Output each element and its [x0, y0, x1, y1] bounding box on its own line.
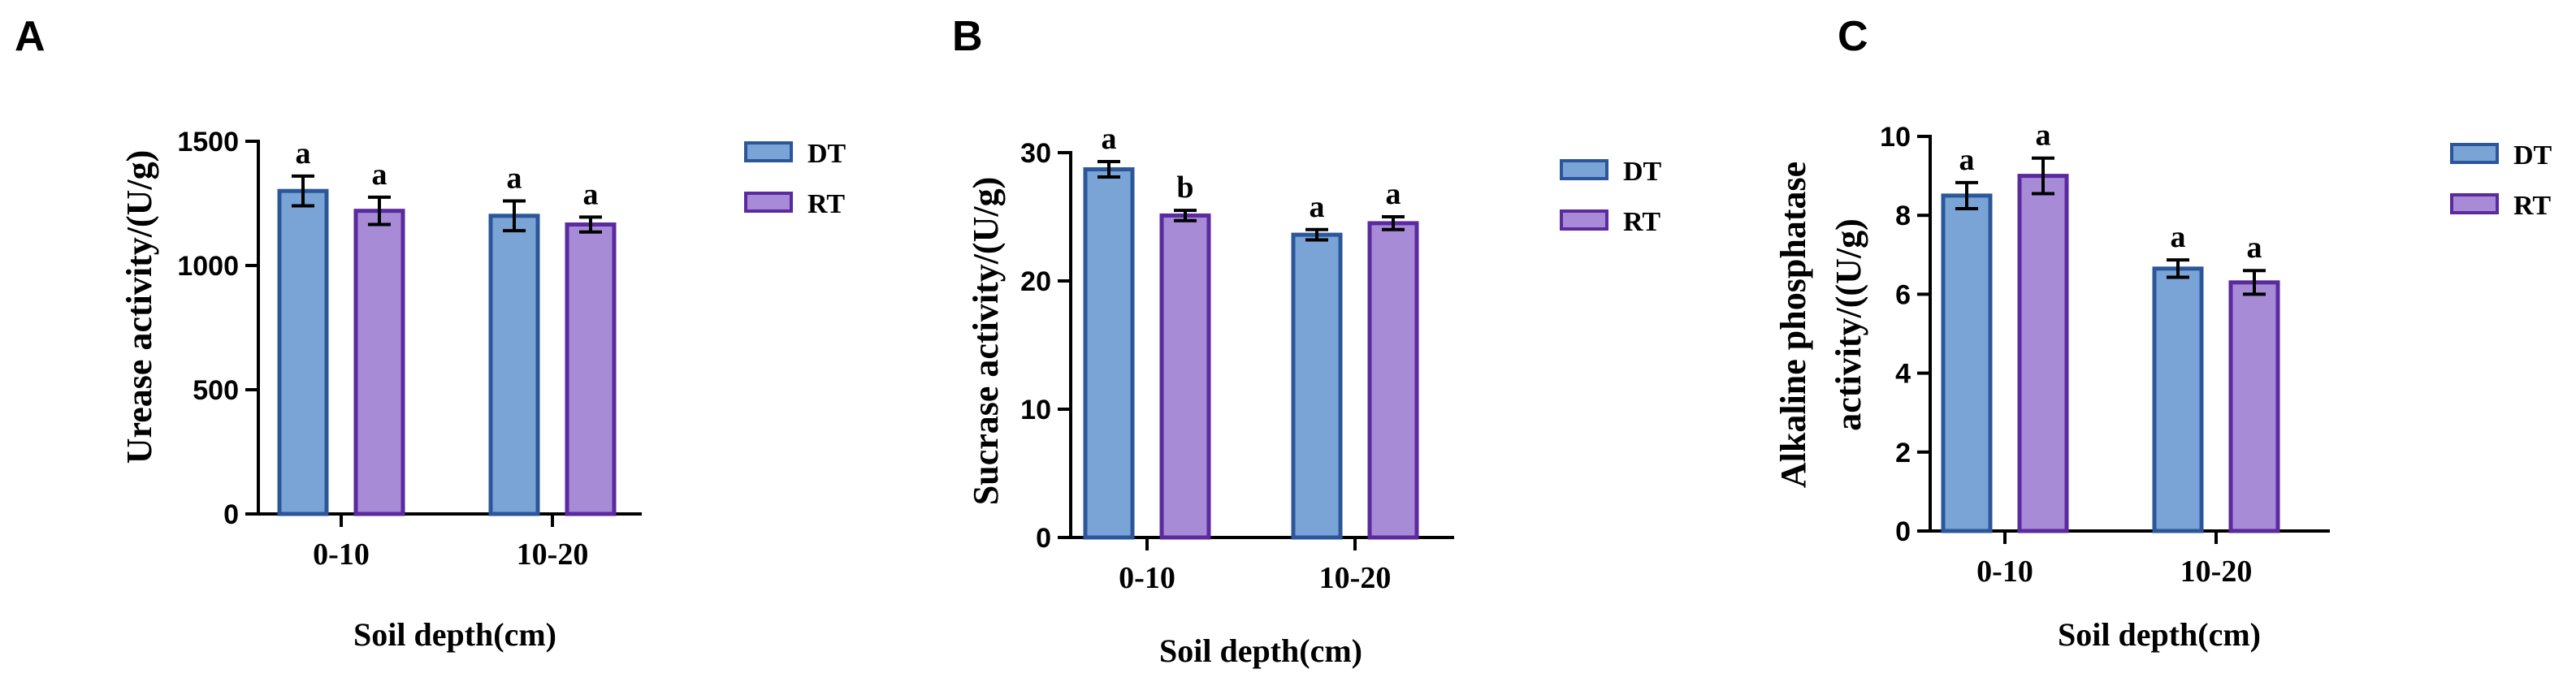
x-tick-label-a: 0-10 — [313, 537, 370, 572]
bar-dt-c — [2152, 266, 2204, 533]
significance-letter-c: a — [2036, 119, 2051, 153]
legend-swatch-rt-b — [1560, 209, 1608, 231]
legend-label-dt-a: DT — [807, 139, 846, 169]
panel-b: B Sucrase activity/(U/g) Soil depth(cm) — [952, 13, 1362, 669]
x-tick-label-c: 0-10 — [1976, 555, 2033, 589]
significance-letter-a: a — [507, 161, 522, 195]
y-tick-label-b: 20 — [1020, 266, 1051, 297]
legend-label-rt-a: RT — [807, 189, 845, 219]
significance-letter-a: a — [296, 136, 311, 171]
y-tick-label-a: 1500 — [177, 127, 239, 158]
y-tick-label-c: 2 — [1895, 438, 1911, 468]
legend-label-rt-b: RT — [1623, 207, 1660, 237]
significance-letter-b: a — [1386, 177, 1401, 211]
y-tick-label-c: 8 — [1895, 201, 1911, 231]
legend-swatch-dt-c — [2450, 143, 2499, 164]
y-tick-label-b: 30 — [1020, 138, 1051, 169]
significance-letter-b: b — [1176, 171, 1193, 205]
y-tick-label-a: 0 — [223, 499, 239, 530]
y-tick-label-c: 6 — [1895, 279, 1911, 310]
bar-dt-a — [488, 214, 540, 516]
significance-letter-c: a — [2247, 231, 2262, 265]
x-tick-label-a: 10-20 — [517, 537, 589, 572]
panel-a: A Urease activity/(U/g) Soil depth(cm) — [15, 13, 556, 653]
panel-letter-c: C — [1838, 13, 1868, 60]
x-tick-label-c: 10-20 — [2180, 555, 2253, 589]
legend-swatch-rt-c — [2450, 193, 2499, 214]
legend-label-dt-b: DT — [1623, 157, 1662, 187]
y-axis-title-a: Urease activity/(U/g) — [119, 150, 159, 464]
bar-rt-a — [565, 222, 617, 516]
y-tick-label-c: 10 — [1880, 122, 1911, 153]
legend-swatch-rt-a — [744, 192, 793, 213]
legend-swatch-dt-b — [1560, 159, 1608, 180]
y-tick-label-b: 10 — [1020, 395, 1051, 425]
bar-rt-b — [1159, 213, 1211, 540]
bar-dt-b — [1083, 167, 1135, 540]
significance-letter-b: a — [1102, 122, 1117, 156]
panel-letter-b: B — [952, 13, 983, 60]
bar-dt-c — [1941, 193, 1993, 533]
legend-label-rt-c: RT — [2513, 191, 2551, 221]
x-axis-title-c: Soil depth(cm) — [2058, 616, 2261, 653]
significance-letter-c: a — [2171, 220, 2186, 254]
y-tick-label-c: 4 — [1895, 359, 1911, 390]
legend-label-dt-c: DT — [2513, 140, 2552, 171]
y-tick-label-a: 500 — [193, 375, 239, 406]
x-tick-label-b: 10-20 — [1319, 561, 1392, 595]
significance-letter-b: a — [1310, 190, 1325, 224]
legend-swatch-dt-a — [744, 141, 793, 162]
bar-dt-a — [277, 188, 329, 516]
panel-letter-a: A — [15, 13, 45, 60]
significance-letter-a: a — [583, 177, 599, 211]
y-tick-label-a: 1000 — [177, 251, 239, 282]
y-tick-label-c: 0 — [1895, 516, 1911, 547]
bar-rt-c — [2228, 280, 2280, 533]
panel-c: C Alkaline phosphatase activity/((U/g) S… — [1773, 13, 2261, 653]
y-axis-title-c-line1: Alkaline phosphatase — [1773, 162, 1813, 488]
y-axis-title-c-line2: activity/((U/g) — [1829, 218, 1868, 430]
y-tick-label-b: 0 — [1036, 523, 1051, 554]
significance-letter-c: a — [1959, 143, 1975, 177]
significance-letter-a: a — [372, 158, 387, 192]
bar-rt-c — [2017, 174, 2069, 533]
x-axis-title-b: Soil depth(cm) — [1159, 632, 1362, 669]
bar-rt-a — [353, 209, 405, 516]
x-tick-label-b: 0-10 — [1119, 561, 1175, 595]
x-axis-title-a: Soil depth(cm) — [353, 616, 556, 653]
bar-rt-b — [1367, 221, 1419, 540]
y-axis-title-b: Sucrase activity/(U/g) — [966, 177, 1006, 505]
bar-dt-b — [1291, 232, 1343, 540]
